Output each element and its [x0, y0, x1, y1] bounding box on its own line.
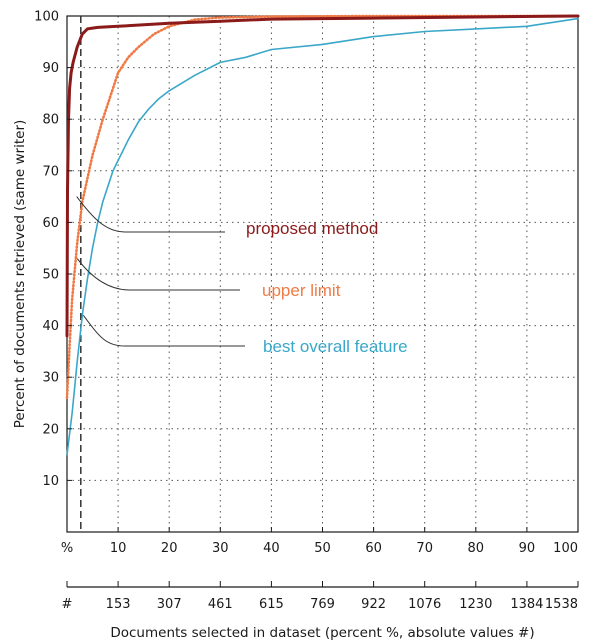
y-tick-label: 80 [42, 113, 59, 128]
absolute-tick-label: 307 [157, 597, 182, 612]
x-tick-label: 80 [468, 541, 485, 556]
absolute-tick-label: 922 [361, 597, 386, 612]
annotation-leader [76, 196, 225, 233]
annotation-leader [76, 258, 240, 291]
series-line-0 [65, 14, 580, 338]
x-axis-label: Documents selected in dataset (percent %… [110, 625, 534, 641]
y-tick-label: 100 [34, 10, 59, 25]
y-tick-label: 10 [42, 474, 59, 489]
y-tick-label: 60 [42, 216, 59, 231]
series-group [65, 14, 580, 456]
x-tick-label: 90 [519, 541, 536, 556]
y-tick-label: 40 [42, 319, 59, 334]
y-axis-label: Percent of documents retrieved (same wri… [12, 120, 28, 429]
absolute-tick-label: 1230 [459, 597, 492, 612]
y-tick-label: 70 [42, 164, 59, 179]
y-tick-label: 20 [42, 422, 59, 437]
annotation-label: proposed method [246, 219, 378, 238]
x-tick-label: 10 [110, 541, 127, 556]
y-tick-label: 30 [42, 371, 59, 386]
x-axis-ticks: 10 20 30 40 50 60 70 80 90 100 [110, 527, 579, 556]
series-line-2 [66, 17, 579, 456]
absolute-tick-label: 1538 [545, 597, 578, 612]
series-line-1 [65, 14, 580, 400]
absolute-tick-label: 1076 [408, 597, 441, 612]
x-tick-label: 40 [263, 541, 280, 556]
y-tick-label: 90 [42, 61, 59, 76]
absolute-tick-label: 461 [208, 597, 233, 612]
absolute-axis-unit-label: # [62, 597, 73, 612]
absolute-axis-ticks: 153 307 461 615 769 922 1076 1230 1384 1538 [66, 581, 579, 612]
x-tick-label: 70 [416, 541, 433, 556]
x-tick-label: 50 [314, 541, 331, 556]
annotation-label: best overall feature [263, 337, 408, 356]
x-axis-unit-label: % [61, 541, 73, 556]
annotation-leader [82, 314, 245, 347]
absolute-tick-label: 153 [106, 597, 131, 612]
absolute-tick-label: 769 [310, 597, 335, 612]
x-tick-label: 100 [553, 541, 578, 556]
x-tick-label: 20 [161, 541, 178, 556]
y-axis-ticks: 10 20 30 40 50 60 70 80 90 100 [34, 10, 72, 489]
y-tick-label: 50 [42, 268, 59, 283]
x-tick-label: 30 [212, 541, 229, 556]
absolute-tick-label: 615 [259, 597, 284, 612]
annotation-label: upper limit [262, 281, 341, 300]
x-tick-label: 60 [365, 541, 382, 556]
absolute-tick-label: 1384 [510, 597, 543, 612]
annotations-group: proposed method upper limit best overall f… [76, 196, 408, 356]
